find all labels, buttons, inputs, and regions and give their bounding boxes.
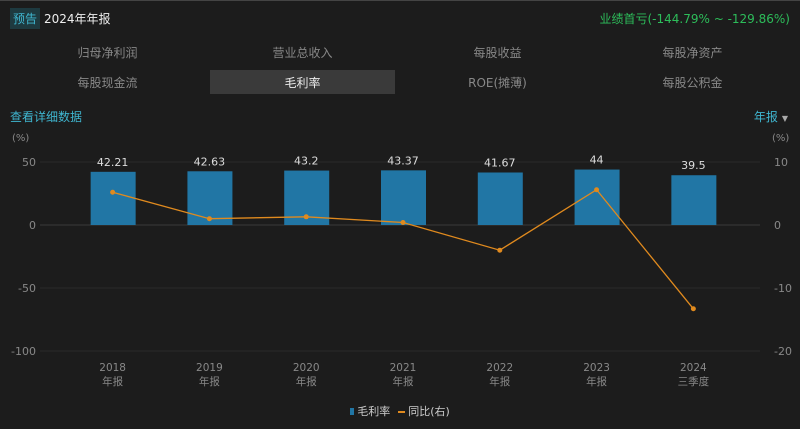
tab-cashflow-ps[interactable]: 每股现金流 [77,75,138,90]
legend-item-yoy[interactable]: 同比(右) [398,403,450,419]
bar-data-label: 41.67 [484,156,516,169]
x-tick-year: 2019 [196,362,223,374]
yoy-point [303,214,309,220]
line-swatch-icon [398,411,406,413]
x-tick-year: 2024 [680,362,707,374]
x-tick-period: 三季度 [678,375,710,388]
bar [381,170,426,225]
right-axis-unit: (%) [772,133,789,144]
bar-swatch-icon [350,408,355,415]
x-tick-year: 2023 [583,362,610,374]
x-tick-period: 年报 [586,375,607,388]
tab-roe[interactable]: ROE(摊薄) [468,75,527,90]
header: 预告 2024年年报 业绩首亏(-144.79% ~ -129.86%) [10,7,791,29]
bar [574,169,620,225]
left-tick-label: -100 [11,345,36,358]
left-axis-unit: (%) [12,133,29,144]
x-tick-period: 年报 [199,375,220,388]
forecast-summary[interactable]: 业绩首亏(-144.79% ~ -129.86%) [599,11,791,26]
left-tick-label: 50 [22,156,36,169]
period-value: 年报 [753,110,778,124]
right-tick-label: -20 [774,345,792,358]
forecast-badge: 预告 [10,7,41,29]
bar-data-label: 44 [590,154,604,167]
x-tick-year: 2018 [99,362,126,374]
tab-reserve-ps[interactable]: 每股公积金 [662,75,723,90]
tab-bvps[interactable]: 每股净资产 [662,45,723,60]
bar-data-label: 42.63 [194,155,226,168]
top-divider [0,0,800,1]
yoy-point [400,219,406,225]
x-tick-period: 年报 [489,375,510,388]
tab-eps[interactable]: 每股收益 [473,45,522,60]
yoy-point [206,216,212,222]
right-tick-label: 10 [774,156,788,169]
chevron-down-icon: ▼ [781,114,788,123]
left-tick-label: -50 [18,282,36,295]
x-tick-year: 2020 [293,362,320,374]
yoy-point [110,189,116,195]
metric-tabs: 归母净利润 营业总收入 每股收益 每股净资产 每股现金流 毛利率 ROE(摊薄)… [10,40,790,94]
bar [90,171,136,225]
bar [671,175,717,225]
yoy-point [497,247,503,253]
view-details-link[interactable]: 查看详细数据 [10,110,83,124]
x-tick-year: 2022 [486,362,513,374]
legend: 毛利率 同比(右) [0,403,800,419]
x-tick-period: 年报 [102,375,123,388]
tab-gross-margin[interactable]: 毛利率 [210,70,395,94]
report-title: 2024年年报 [44,11,111,26]
tab-net-profit[interactable]: 归母净利润 [77,45,138,60]
x-tick-period: 年报 [393,375,414,388]
left-tick-label: 0 [29,219,36,232]
yoy-point [594,187,600,193]
x-tick-year: 2021 [390,362,417,374]
bar [477,172,523,225]
tab-revenue[interactable]: 营业总收入 [272,45,333,60]
bar-data-label: 39.5 [681,159,706,172]
yoy-point [690,306,696,312]
bar-data-label: 43.2 [294,155,319,168]
bar-data-label: 42.21 [97,156,129,169]
period-select[interactable]: 年报 ▼ [754,108,788,125]
right-tick-label: -10 [774,282,792,295]
bar [187,171,233,225]
legend-item-gross-margin[interactable]: 毛利率 [350,403,390,419]
bar-data-label: 43.37 [387,154,419,167]
right-tick-label: 0 [774,219,781,232]
x-tick-period: 年报 [296,375,317,388]
